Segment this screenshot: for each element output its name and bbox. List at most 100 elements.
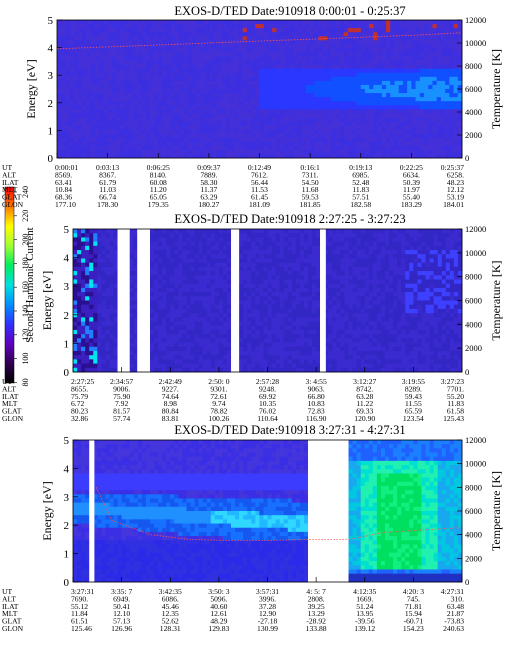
spectrogram-cell bbox=[132, 24, 138, 29]
spectrogram-cell bbox=[343, 97, 349, 102]
spectrogram-cell bbox=[174, 359, 179, 364]
spectrogram-cell bbox=[174, 250, 179, 255]
spectrogram-cell bbox=[214, 250, 220, 255]
spectrogram-cell bbox=[424, 52, 429, 57]
spectrogram-cell bbox=[113, 296, 118, 301]
spectrogram-cell bbox=[65, 36, 71, 41]
spectrogram-cell bbox=[90, 121, 96, 126]
spectrogram-cell bbox=[314, 149, 319, 155]
spectrogram-cell bbox=[105, 367, 110, 373]
spectrogram-cell bbox=[86, 129, 92, 135]
spectrogram-cell bbox=[255, 117, 260, 122]
spectrogram-cell bbox=[179, 149, 184, 155]
spectrogram-cell bbox=[57, 76, 62, 82]
spectrogram-cell bbox=[222, 367, 228, 373]
spectrogram-cell bbox=[179, 109, 184, 114]
spectrogram-cell bbox=[73, 141, 79, 147]
spectrogram-cell bbox=[137, 121, 142, 126]
spectrogram-cell bbox=[65, 40, 71, 45]
spectrogram-cell bbox=[94, 133, 100, 139]
spectrogram-cell bbox=[407, 89, 412, 94]
table-cell: 8569. bbox=[55, 170, 72, 179]
spectrogram-cell bbox=[194, 241, 200, 247]
spectrogram-cell bbox=[415, 84, 421, 90]
spectrogram-cell bbox=[394, 105, 400, 110]
spectrogram-cell bbox=[301, 89, 307, 94]
spectrogram-cell bbox=[339, 76, 345, 82]
spectrogram-cell bbox=[310, 56, 315, 61]
spectrogram-cell bbox=[301, 109, 307, 114]
spectrogram-cell bbox=[310, 105, 315, 110]
spectrogram-cell bbox=[194, 355, 200, 360]
spectrogram-cell bbox=[364, 113, 370, 118]
spectrogram-cell bbox=[440, 145, 446, 151]
spectrogram-cell bbox=[356, 20, 362, 25]
spectrogram-cell bbox=[440, 129, 446, 135]
spectrogram-cell bbox=[305, 105, 311, 110]
spectrogram-cell bbox=[255, 109, 260, 114]
spectrogram-cell bbox=[194, 262, 200, 268]
spectrogram-cell bbox=[263, 64, 269, 70]
spectrogram-cell bbox=[133, 245, 139, 251]
spectrogram-cell bbox=[238, 76, 244, 82]
spectrogram-cell bbox=[200, 80, 206, 86]
spectrogram-cell bbox=[192, 36, 197, 41]
spectrogram-cell bbox=[179, 24, 184, 29]
spectrogram-cell bbox=[267, 44, 273, 49]
spectrogram-cell bbox=[204, 40, 210, 45]
spectrogram-cell bbox=[187, 129, 193, 135]
spectrogram-cell bbox=[174, 342, 179, 348]
spectrogram-cell bbox=[229, 36, 235, 41]
spectrogram-cell bbox=[263, 56, 269, 61]
spectrogram-cell bbox=[377, 133, 383, 139]
spectrogram-cell bbox=[251, 363, 256, 369]
spectrogram-cell bbox=[327, 36, 332, 41]
spectrogram-cell bbox=[82, 89, 87, 94]
spectrogram-cell bbox=[73, 133, 79, 139]
spectrogram-cell bbox=[170, 125, 176, 130]
spectrogram-cell bbox=[415, 68, 421, 74]
spectrogram-cell bbox=[322, 153, 328, 159]
spectrogram-cell bbox=[453, 101, 459, 106]
spectrogram-cell bbox=[200, 93, 206, 98]
spectrogram-cell bbox=[217, 113, 222, 118]
spectrogram-cell bbox=[210, 321, 216, 327]
spectrogram-cell bbox=[158, 355, 163, 360]
spectrogram-cell bbox=[179, 64, 184, 70]
spectrogram-cell bbox=[356, 56, 362, 61]
spectrogram-cell bbox=[61, 113, 66, 118]
spectrogram-cell bbox=[183, 109, 189, 114]
spectrogram-cell bbox=[124, 44, 130, 49]
spectrogram-cell bbox=[457, 60, 463, 66]
spectrogram-cell bbox=[238, 60, 244, 66]
spectrogram-cell bbox=[394, 97, 400, 102]
spectrogram-cell bbox=[154, 141, 159, 147]
spectrogram-cell bbox=[360, 133, 366, 139]
spectrogram-cell bbox=[196, 60, 201, 66]
spectrogram-cell bbox=[225, 72, 231, 78]
spectrogram-cell bbox=[85, 287, 90, 293]
spectrogram-cell bbox=[314, 89, 319, 94]
spectrogram-cell bbox=[175, 64, 180, 70]
spectrogram-cell bbox=[377, 97, 383, 102]
spectrogram-cell bbox=[218, 250, 224, 255]
spectrogram-cell bbox=[158, 245, 163, 251]
spectrogram-cell bbox=[259, 266, 264, 272]
spectrogram-cell bbox=[162, 72, 168, 78]
spectrogram-cell bbox=[239, 266, 244, 272]
spectrogram-cell bbox=[356, 141, 362, 147]
spectrogram-cell bbox=[141, 109, 146, 114]
spectrogram-cell bbox=[272, 129, 277, 135]
spectrogram-cell bbox=[226, 271, 232, 276]
spectrogram-cell bbox=[322, 97, 328, 102]
spectrogram-cell bbox=[208, 28, 214, 33]
spectrogram-cell bbox=[154, 125, 159, 130]
spectrogram-cell bbox=[162, 308, 167, 314]
spectrogram-cell bbox=[436, 141, 442, 147]
spectrogram-cell bbox=[210, 245, 216, 251]
spectrogram-cell bbox=[327, 56, 332, 61]
spectrogram-cell bbox=[407, 153, 412, 159]
spectrogram-cell bbox=[419, 84, 425, 90]
spectrogram-cell bbox=[137, 137, 142, 143]
spectrogram-cell bbox=[457, 97, 463, 102]
